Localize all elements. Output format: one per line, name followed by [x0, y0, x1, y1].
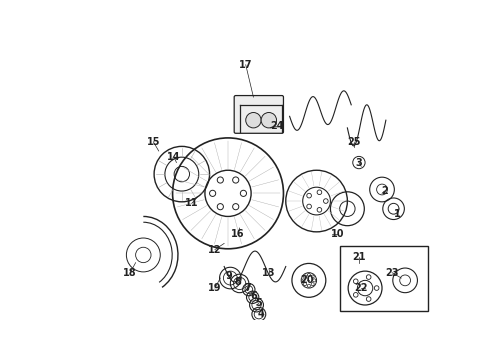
Text: 2: 2: [381, 186, 388, 196]
Text: 13: 13: [262, 268, 275, 278]
Text: 24: 24: [270, 121, 283, 131]
Text: 3: 3: [356, 158, 362, 167]
Circle shape: [246, 112, 261, 128]
Text: 14: 14: [168, 152, 181, 162]
Text: 11: 11: [185, 198, 198, 208]
Text: 5: 5: [255, 298, 262, 309]
Text: 9: 9: [225, 271, 232, 281]
Text: 8: 8: [235, 277, 242, 287]
Bar: [340, 246, 428, 311]
Text: 6: 6: [250, 291, 257, 301]
Text: 18: 18: [123, 268, 137, 278]
Text: 1: 1: [394, 209, 401, 219]
Text: 20: 20: [300, 275, 314, 285]
Text: 17: 17: [239, 60, 252, 70]
Text: 7: 7: [244, 283, 251, 293]
Text: 10: 10: [331, 229, 345, 239]
Text: 19: 19: [208, 283, 221, 293]
FancyBboxPatch shape: [234, 95, 283, 133]
Text: 12: 12: [208, 244, 221, 255]
Text: 15: 15: [147, 137, 160, 147]
Text: 23: 23: [385, 268, 399, 278]
Text: 16: 16: [231, 229, 245, 239]
Text: 21: 21: [352, 252, 366, 262]
Text: 22: 22: [354, 283, 368, 293]
Text: 4: 4: [258, 309, 265, 319]
Circle shape: [261, 112, 276, 128]
Text: 25: 25: [347, 137, 360, 147]
